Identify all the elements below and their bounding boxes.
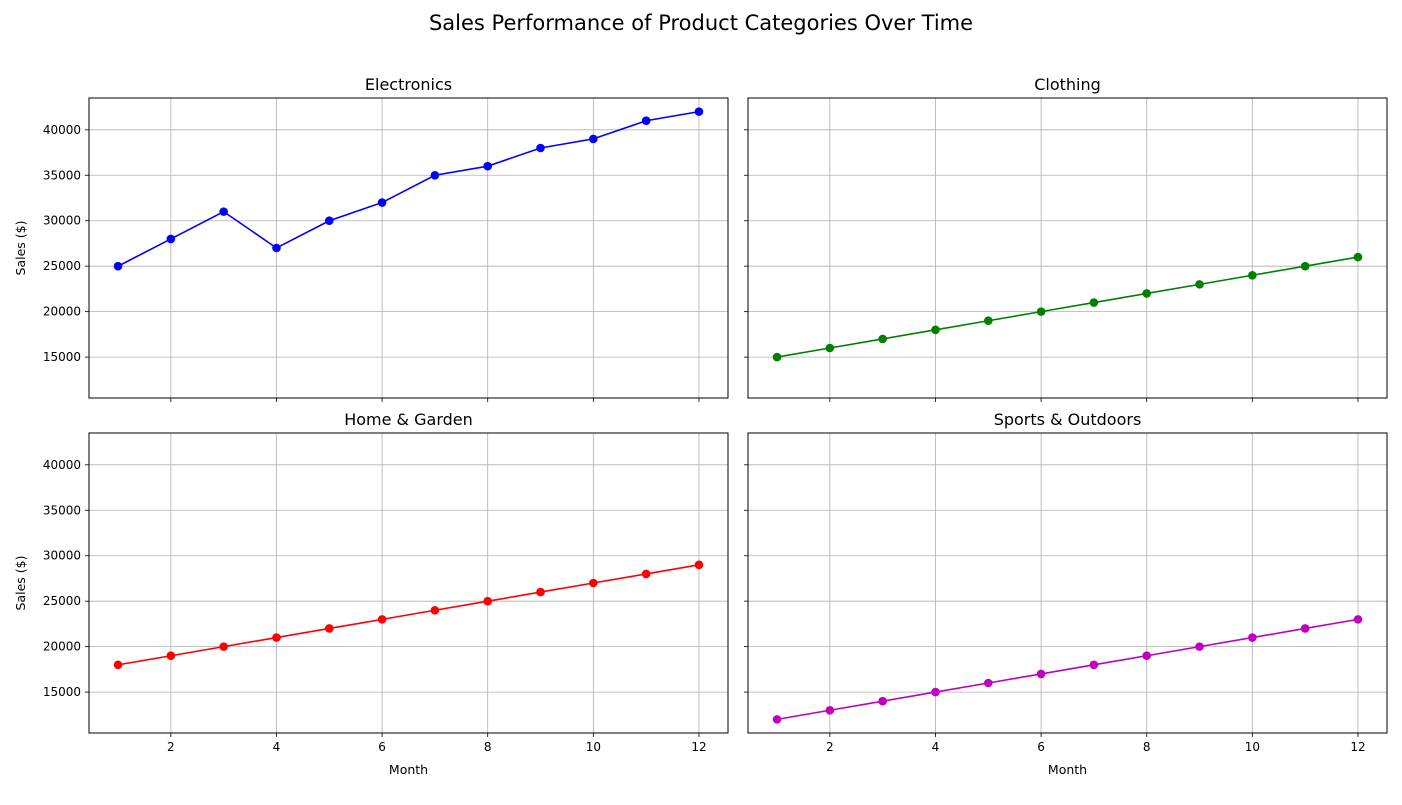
x-tick-label: 10 (586, 740, 601, 754)
data-point (1353, 615, 1363, 624)
data-point (641, 569, 651, 579)
data-point (272, 243, 281, 253)
data-point (1089, 660, 1099, 670)
y-tick-label: 30000 (43, 214, 81, 228)
y-tick-label: 20000 (43, 305, 81, 319)
y-tick-label: 35000 (43, 168, 81, 182)
panel-title: Clothing (1034, 75, 1101, 94)
data-point (641, 116, 651, 126)
data-point (825, 343, 835, 353)
data-point (983, 678, 993, 688)
data-point (113, 660, 123, 670)
data-point (694, 560, 704, 570)
y-tick-label: 25000 (43, 259, 81, 273)
data-point (772, 352, 782, 362)
panel-title: Home & Garden (344, 410, 473, 429)
data-point (1300, 624, 1310, 633)
data-point (983, 316, 993, 326)
series-line (776, 256, 1359, 358)
data-point (377, 198, 387, 207)
y-axis-label: Sales ($) (13, 221, 28, 276)
x-tick-label: 2 (167, 740, 175, 754)
data-point (219, 642, 228, 651)
panel-title: Electronics (365, 75, 452, 94)
axes-frame (88, 97, 729, 399)
data-point (1195, 280, 1204, 289)
series-line (117, 564, 700, 666)
data-point (483, 161, 493, 171)
data-point (377, 615, 387, 624)
x-tick-label: 8 (484, 740, 492, 754)
x-axis-label: Month (389, 762, 428, 777)
y-tick-label: 20000 (43, 640, 81, 654)
x-tick-label: 12 (691, 740, 706, 754)
series-line (117, 110, 700, 267)
x-tick-label: 12 (1350, 740, 1365, 754)
x-tick-label: 2 (826, 740, 834, 754)
axes-frame (747, 97, 1388, 399)
data-point (1142, 651, 1152, 661)
data-point (166, 651, 176, 661)
y-tick-label: 25000 (43, 594, 81, 608)
y-tick-label: 15000 (43, 350, 81, 364)
data-point (1036, 307, 1046, 316)
data-point (219, 207, 228, 216)
data-point (324, 624, 334, 633)
data-point (1036, 669, 1046, 679)
x-tick-label: 10 (1245, 740, 1260, 754)
y-tick-label: 40000 (43, 458, 81, 472)
data-point (825, 705, 835, 715)
y-tick-label: 40000 (43, 123, 81, 137)
data-point (536, 587, 545, 597)
data-point (1195, 642, 1204, 651)
y-tick-label: 15000 (43, 685, 81, 699)
data-point (878, 334, 887, 344)
x-tick-label: 4 (932, 740, 940, 754)
x-tick-label: 4 (273, 740, 281, 754)
data-point (931, 325, 940, 335)
y-tick-label: 35000 (43, 503, 81, 517)
data-point (1248, 633, 1257, 642)
data-point (430, 605, 440, 615)
data-point (483, 596, 493, 606)
data-point (772, 715, 782, 724)
x-tick-label: 6 (378, 740, 386, 754)
axes-frame (88, 432, 729, 734)
y-axis-label: Sales ($) (13, 556, 28, 611)
data-point (1142, 289, 1152, 298)
data-point (589, 134, 598, 144)
x-tick-label: 8 (1143, 740, 1151, 754)
data-point (589, 578, 598, 588)
data-point (931, 687, 940, 697)
data-point (1089, 298, 1099, 307)
data-point (166, 234, 176, 244)
data-point (1300, 261, 1310, 271)
axes-frame (747, 432, 1388, 734)
series-line (776, 618, 1359, 721)
data-point (324, 216, 334, 226)
data-point (272, 633, 281, 642)
x-axis-label: Month (1048, 762, 1087, 777)
data-point (430, 170, 440, 180)
x-tick-label: 6 (1037, 740, 1045, 754)
y-tick-label: 30000 (43, 549, 81, 563)
data-point (536, 143, 545, 153)
data-point (878, 696, 887, 706)
data-point (1353, 252, 1363, 262)
figure-title: Sales Performance of Product Categories … (428, 11, 974, 35)
data-point (1248, 270, 1257, 280)
data-point (694, 107, 704, 116)
panel-title: Sports & Outdoors (994, 410, 1142, 429)
data-point (113, 261, 123, 271)
